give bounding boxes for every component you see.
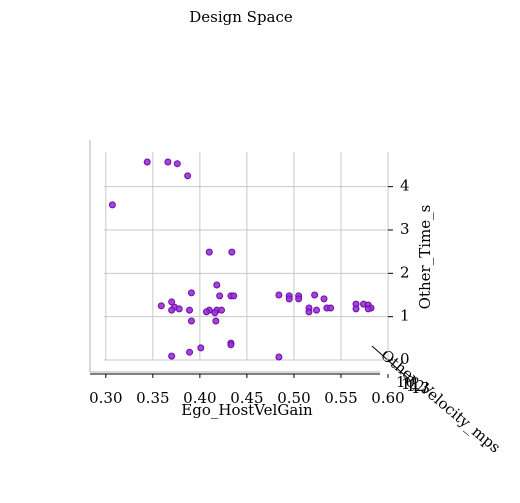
point xyxy=(173,160,181,168)
point xyxy=(213,281,221,289)
point xyxy=(197,344,205,352)
point xyxy=(305,308,313,316)
point xyxy=(184,172,192,180)
point xyxy=(164,158,172,166)
point xyxy=(168,306,176,314)
point xyxy=(327,304,335,312)
point xyxy=(186,306,194,314)
y-tick-label: 1 xyxy=(400,307,410,325)
point xyxy=(275,353,283,361)
point xyxy=(320,295,328,303)
point xyxy=(168,352,176,360)
point xyxy=(175,305,183,313)
point xyxy=(227,341,235,349)
point xyxy=(157,302,165,310)
y-axis-label: Other_Time_s xyxy=(416,205,434,310)
x-tick-label: 0.55 xyxy=(324,389,357,407)
x-tick-label: 0.35 xyxy=(136,389,169,407)
point xyxy=(108,201,116,209)
point xyxy=(211,309,219,317)
depth-tick-label: 11 xyxy=(401,375,420,393)
depth-tick-label: 10 xyxy=(396,373,415,391)
y-tick-label: 3 xyxy=(400,220,410,238)
point xyxy=(168,298,176,306)
point xyxy=(205,248,213,256)
depth-axis-line xyxy=(371,345,411,381)
point xyxy=(285,295,293,303)
point xyxy=(216,292,224,300)
point xyxy=(352,305,360,313)
depth-tick-label: 12 xyxy=(406,377,425,395)
point xyxy=(143,158,151,166)
point xyxy=(187,317,195,325)
x-tick-label: 0.50 xyxy=(277,389,310,407)
x-axis-label: Ego_HostVelGain xyxy=(181,401,313,419)
depth-tick-label: 13 xyxy=(411,379,430,397)
x-tick-label: 0.60 xyxy=(371,389,404,407)
point xyxy=(364,305,372,313)
point xyxy=(186,348,194,356)
point xyxy=(187,289,195,297)
point xyxy=(218,306,226,314)
y-tick-label: 0 xyxy=(400,350,410,368)
chart-title: Design Space xyxy=(189,8,293,26)
point xyxy=(295,295,303,303)
x-tick-label: 0.45 xyxy=(230,389,263,407)
point xyxy=(202,308,210,316)
point xyxy=(228,248,236,256)
y-tick-label: 4 xyxy=(400,177,410,195)
point xyxy=(313,306,321,314)
point xyxy=(212,317,220,325)
x-tick-label: 0.40 xyxy=(183,389,216,407)
y-tick-label: 2 xyxy=(400,263,410,281)
point xyxy=(275,291,283,299)
point xyxy=(311,291,319,299)
x-tick-label: 0.30 xyxy=(89,389,122,407)
point xyxy=(230,292,238,300)
